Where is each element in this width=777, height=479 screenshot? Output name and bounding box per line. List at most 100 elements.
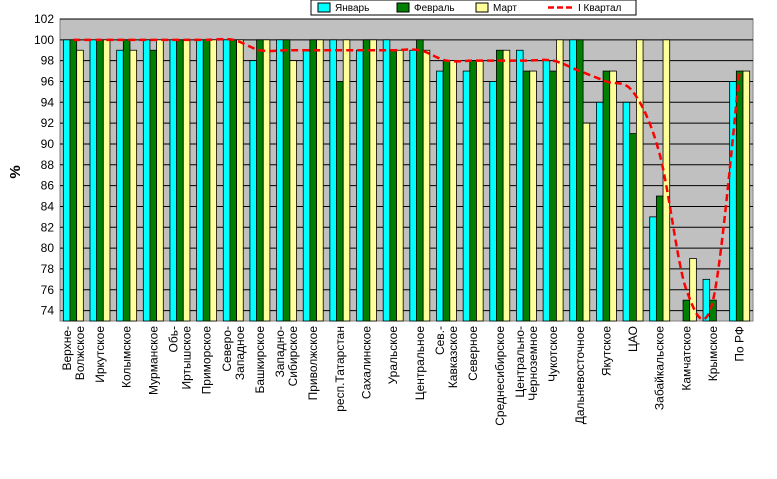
legend: Январь Февраль Март I Квартал	[310, 0, 637, 16]
y-tick-label: 86	[41, 179, 55, 193]
legend-swatch	[317, 2, 331, 13]
bar	[635, 39, 644, 322]
plot-area	[59, 18, 754, 322]
y-tick-label: 78	[41, 262, 55, 276]
bar	[196, 39, 204, 322]
bar	[549, 70, 557, 322]
x-tick-label: Центрально-Черноземное	[513, 326, 540, 401]
bar	[249, 60, 257, 322]
y-tick-label: 92	[41, 116, 55, 130]
legend-swatch	[475, 2, 489, 13]
bar	[389, 49, 397, 322]
bar	[182, 39, 191, 322]
bar	[336, 81, 344, 322]
bar	[462, 70, 471, 322]
bar	[142, 39, 151, 322]
bar	[742, 70, 751, 322]
bar	[382, 39, 391, 322]
x-tick-label: Северное	[466, 326, 480, 381]
bar	[416, 39, 424, 322]
x-tick-label: Сахалинское	[360, 326, 374, 399]
x-tick-label: По РФ	[733, 326, 747, 362]
bar	[596, 101, 604, 322]
y-tick-label: 76	[41, 283, 55, 297]
x-tick-label: Верхне-Волжское	[60, 326, 87, 381]
y-tick-label: 88	[41, 158, 55, 172]
bar	[282, 39, 291, 322]
bar	[476, 60, 484, 322]
bar	[582, 122, 591, 322]
bar	[209, 39, 217, 322]
bar	[316, 39, 324, 322]
y-axis-ticks: 74 76 78 80 82 84 86 88 90 92 94 96 98 100 102	[34, 12, 54, 318]
bar	[689, 258, 697, 322]
bar	[502, 49, 511, 322]
bar	[442, 60, 451, 322]
bar	[362, 39, 371, 322]
x-tick-label: Иркутское	[93, 326, 107, 383]
x-tick-label: Приморское	[200, 326, 214, 395]
bar	[222, 39, 231, 322]
x-tick-label: Сев.-Кавказское	[433, 326, 460, 389]
bar	[529, 70, 537, 322]
bar	[542, 60, 551, 322]
bar	[369, 39, 377, 322]
bar	[682, 299, 691, 322]
x-tick-label: Камчатское	[679, 326, 693, 391]
bar	[649, 216, 657, 322]
x-tick-label: Чукотское	[546, 326, 560, 382]
x-tick-label: Западно-Сибирское	[273, 326, 300, 387]
x-tick-label: Приволжское	[306, 326, 320, 401]
bar	[202, 39, 211, 322]
y-tick-label: 82	[41, 220, 55, 234]
bar	[729, 81, 737, 322]
bar	[356, 49, 364, 322]
bar	[576, 39, 584, 322]
x-tick-label: Якутское	[599, 326, 613, 376]
bar	[149, 49, 158, 322]
bar	[409, 49, 417, 322]
bar	[289, 60, 297, 322]
bar	[329, 39, 337, 322]
bar	[129, 49, 138, 322]
x-tick-label: Забайкальское	[653, 326, 667, 410]
bar	[469, 60, 477, 322]
y-tick-label: 84	[41, 199, 55, 213]
bar	[489, 81, 497, 322]
x-tick-label: Башкирское	[253, 326, 267, 394]
bar	[496, 49, 504, 322]
bar	[89, 39, 98, 322]
bar	[76, 49, 84, 322]
bar	[102, 39, 111, 322]
bar	[302, 49, 311, 322]
bar	[236, 39, 244, 322]
y-tick-label: 80	[41, 241, 55, 255]
x-tick-label: Колымское	[120, 326, 134, 388]
bar	[655, 195, 664, 322]
bar	[522, 70, 531, 322]
legend-label: Февраль	[414, 3, 455, 14]
x-axis-categories: Верхне-Волжское Иркутское Колымское Мурманс…	[60, 326, 747, 426]
bar	[96, 39, 104, 322]
bar	[396, 49, 404, 322]
series-line	[73, 37, 741, 321]
bar	[309, 39, 317, 322]
bar	[449, 60, 457, 322]
x-tick-label: Обь-Иртышское	[166, 326, 193, 390]
x-tick-label: Северо-Западное	[220, 326, 247, 380]
y-tick-label: 74	[41, 304, 55, 318]
bar	[709, 299, 717, 322]
bar	[516, 49, 524, 322]
bar	[436, 70, 444, 322]
bar	[622, 101, 631, 322]
y-tick-label: 90	[41, 137, 55, 151]
bar	[156, 39, 164, 322]
legend-swatch	[396, 2, 410, 13]
bar	[116, 49, 124, 322]
bar	[256, 39, 264, 322]
legend-box	[310, 0, 637, 16]
bar	[602, 70, 611, 322]
x-tick-label: ЦАО	[626, 326, 640, 352]
bar	[609, 70, 617, 322]
